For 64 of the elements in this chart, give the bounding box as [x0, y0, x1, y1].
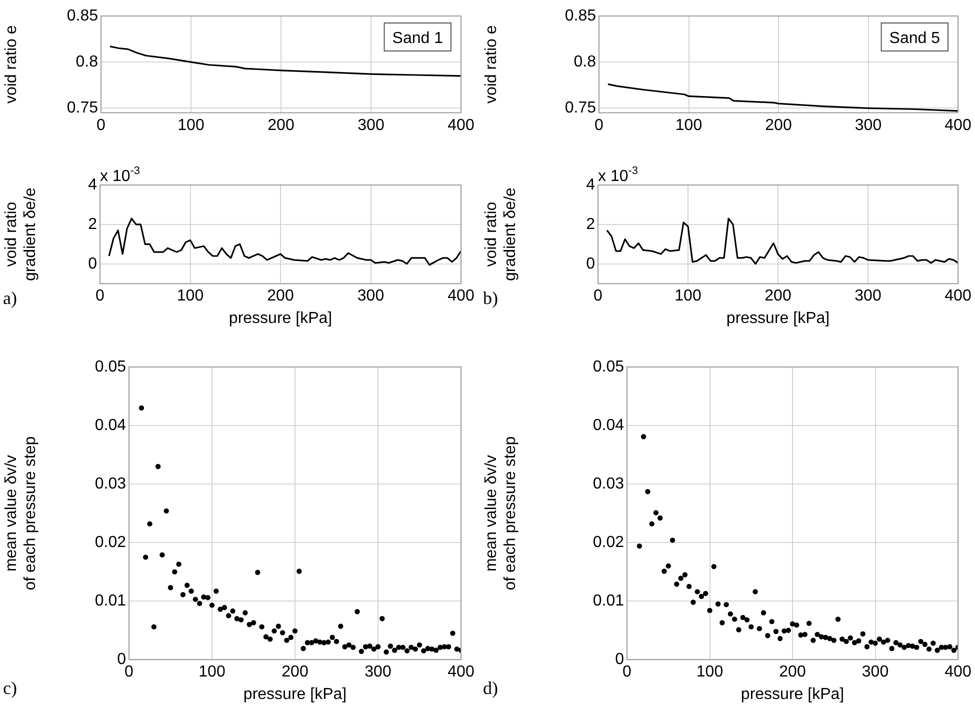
x-tick-label: 100 [178, 116, 204, 134]
y-tick-label: 0.01 [592, 592, 624, 610]
x-tick-label: 400 [944, 288, 972, 305]
y-tick-label: 4 [586, 176, 596, 194]
x-tick-label: 400 [944, 664, 972, 681]
y-tick-label: 2 [88, 216, 98, 233]
x-tick-label: 300 [854, 288, 882, 305]
y-axis-title: void ratio gradient δe/e [3, 187, 40, 282]
x-tick-label: 200 [765, 116, 792, 134]
y-tick-label: 0.03 [592, 475, 624, 492]
y-tick-label: 0 [117, 651, 126, 668]
x-axis-title: pressure [kPa] [228, 310, 332, 327]
x-tick-label: 200 [764, 288, 792, 305]
x-tick-label: 100 [198, 664, 226, 681]
x-tick-label: 100 [675, 116, 702, 134]
y-tick-label: 0.02 [94, 534, 126, 551]
text: a) [3, 288, 17, 308]
x-tick-label: 100 [176, 288, 204, 305]
y-tick-label: 0.05 [94, 358, 126, 376]
text: d) [483, 678, 498, 698]
x-tick-label: 400 [448, 664, 474, 681]
y-tick-label: 4 [88, 176, 98, 194]
y-tick-label: 0.85 [66, 7, 98, 24]
x-tick-label: 400 [944, 116, 972, 134]
y-tick-label: 2 [586, 216, 596, 233]
y-axis-title: mean value δv/v of each pressure step [3, 436, 40, 590]
y-tick-label: 0.01 [94, 592, 126, 610]
y-axis-title: void ratio gradient δe/e [483, 187, 520, 282]
x-tick-label: 400 [448, 116, 474, 134]
x-tick-label: 100 [674, 288, 702, 305]
y-axis-title: void ratio e [3, 25, 20, 104]
x-tick-label: 100 [696, 664, 724, 681]
x-axis-title: pressure [kPa] [726, 310, 830, 327]
y-tick-label: 0.85 [564, 7, 596, 24]
y-tick-label: 0.8 [574, 54, 596, 70]
y-tick-label: 0.75 [564, 100, 596, 117]
y-tick-label: 0 [88, 255, 98, 272]
annotation: Sand 1 [392, 30, 444, 47]
x-tick-label: 300 [358, 116, 384, 134]
y-tick-label: 0.04 [592, 416, 624, 434]
y-axis-title: mean value δv/v of each pressure step [483, 436, 520, 590]
x-tick-label: 200 [282, 664, 308, 681]
y-tick-label: 0.04 [94, 416, 126, 434]
x-axis-title: pressure [kPa] [243, 686, 347, 703]
x-tick-label: 300 [854, 116, 882, 134]
x-tick-label: 300 [862, 664, 889, 681]
text: b) [483, 288, 498, 308]
x-axis-title: pressure [kPa] [740, 686, 844, 703]
text: c) [3, 678, 17, 698]
annotation: Sand 5 [889, 30, 940, 47]
y-axis-title: void ratio e [483, 25, 500, 104]
y-tick-label: 0.03 [94, 475, 126, 492]
y-tick-label: 0.05 [592, 358, 624, 376]
y-tick-label: 0 [586, 255, 596, 272]
y-tick-label: 0.75 [66, 100, 98, 117]
x-tick-label: 300 [357, 288, 384, 305]
y-tick-label: 0 [615, 651, 624, 668]
x-tick-label: 200 [779, 664, 806, 681]
x-tick-label: 400 [448, 288, 474, 305]
x-tick-label: 300 [364, 664, 392, 681]
x-tick-label: 200 [267, 288, 294, 305]
y-tick-label: 0.8 [76, 54, 98, 70]
x-tick-label: 200 [268, 116, 294, 134]
y-tick-label: 0.02 [592, 534, 624, 551]
